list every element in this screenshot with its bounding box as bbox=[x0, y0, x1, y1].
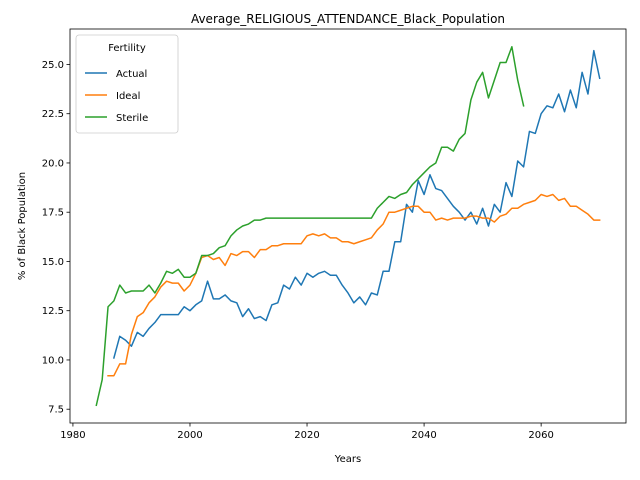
y-tick-label: 17.5 bbox=[42, 208, 64, 219]
legend-entry-actual: Actual bbox=[116, 69, 147, 80]
x-tick-label: 2060 bbox=[528, 430, 553, 441]
legend-entry-sterile: Sterile bbox=[116, 113, 148, 124]
x-tick-label: 1980 bbox=[60, 430, 85, 441]
legend-entry-ideal: Ideal bbox=[116, 91, 140, 102]
x-tick-label: 2020 bbox=[294, 430, 319, 441]
legend: Fertility Actual Ideal Sterile bbox=[75, 34, 179, 134]
legend-box bbox=[75, 34, 179, 134]
x-tick-label: 2000 bbox=[177, 430, 202, 441]
series-line-sterile bbox=[95, 45, 525, 407]
plot-area bbox=[95, 45, 601, 407]
y-tick-label: 10.0 bbox=[42, 355, 64, 366]
chart-title: Average_RELIGIOUS_ATTENDANCE_Black_Popul… bbox=[191, 12, 505, 26]
series-line-ideal bbox=[107, 193, 601, 377]
y-tick-label: 12.5 bbox=[42, 306, 64, 317]
y-tick-label: 22.5 bbox=[42, 109, 64, 120]
y-axis-label: % of Black Population bbox=[17, 172, 28, 280]
y-tick-label: 25.0 bbox=[42, 60, 64, 71]
y-tick-label: 20.0 bbox=[42, 158, 64, 169]
y-tick-label: 15.0 bbox=[42, 257, 64, 268]
series-line-actual bbox=[112, 49, 601, 359]
x-axis-label: Years bbox=[334, 454, 361, 465]
y-tick-label: 7.5 bbox=[48, 405, 64, 416]
x-tick-label: 2040 bbox=[411, 430, 436, 441]
axes-frame bbox=[69, 28, 627, 424]
legend-title: Fertility bbox=[108, 43, 146, 54]
